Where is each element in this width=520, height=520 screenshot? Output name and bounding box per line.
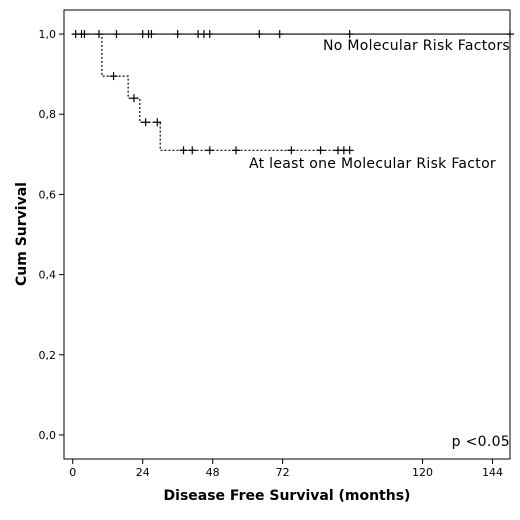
x-tick-label: 144 [482, 466, 503, 479]
series-label-risk: At least one Molecular Risk Factor [249, 156, 496, 172]
x-axis-title: Disease Free Survival (months) [164, 488, 411, 504]
labels-layer: Disease Free Survival (months) Cum Survi… [14, 38, 510, 504]
x-tick-label: 72 [276, 466, 290, 479]
y-tick-label: 0,2 [39, 349, 57, 362]
plot-frame [63, 9, 511, 460]
y-tick-label: 1,0 [39, 28, 57, 41]
series-layer [71, 30, 514, 155]
survival-curve-2 [72, 33, 350, 151]
axes-layer: 0,0 0,2 0,4 0,6 0,8 1,0 0 24 48 72 120 144 [39, 9, 511, 479]
y-tick-label: 0,4 [39, 269, 57, 282]
y-axis-title: Cum Survival [14, 182, 30, 286]
x-tick-label: 0 [69, 466, 76, 479]
p-value-label: p <0.05 [452, 434, 510, 450]
y-tick-label: 0,8 [39, 108, 57, 121]
series-label-no-risk: No Molecular Risk Factors [323, 38, 510, 54]
x-tick-label: 120 [412, 466, 433, 479]
y-tick-label: 0,0 [39, 429, 57, 442]
x-tick-label: 24 [136, 466, 150, 479]
y-tick-label: 0,6 [39, 188, 57, 201]
x-tick-label: 48 [206, 466, 220, 479]
